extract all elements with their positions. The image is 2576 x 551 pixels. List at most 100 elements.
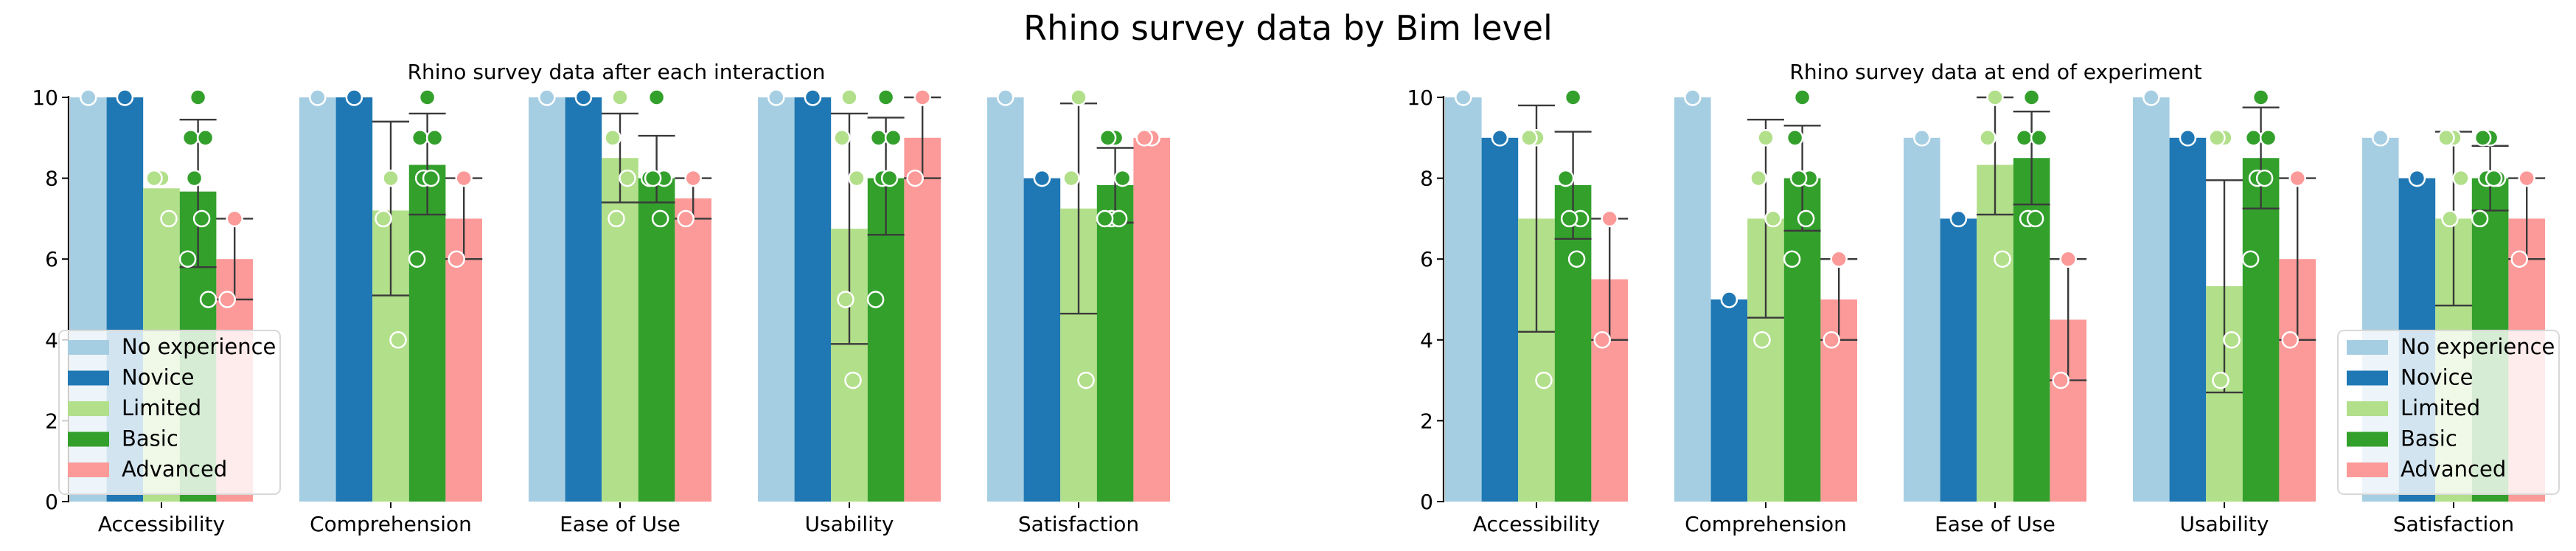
point-basic-satisfaction [1100,130,1115,145]
point-limited-comprehension [1751,170,1766,186]
point-limited-usability [849,170,865,186]
point-limited-ease-of-use [620,170,636,186]
point-no-experience-comprehension [310,90,325,105]
bar-basic-satisfaction [1097,185,1134,502]
point-basic-comprehension [412,130,428,145]
point-limited-usability [838,292,854,308]
x-tick-label-comprehension: Comprehension [1685,512,1847,536]
point-basic-ease-of-use [645,170,661,186]
legend-swatch-limited [68,401,109,416]
point-advanced-comprehension [449,252,464,267]
point-no-experience-satisfaction [2373,130,2388,145]
bar-novice-usability [2170,138,2207,502]
x-tick-label-accessibility: Accessibility [1473,512,1600,536]
point-advanced-ease-of-use [678,211,694,226]
point-advanced-comprehension [1831,252,1847,267]
y-tick-label: 0 [45,490,58,514]
panel-after-each-interaction: Rhino survey data after each interaction… [32,60,1170,536]
point-basic-usability [878,90,894,105]
point-basic-usability [2253,90,2269,105]
point-basic-satisfaction [1097,211,1113,226]
point-basic-ease-of-use [649,90,664,105]
point-limited-usability [2210,130,2225,145]
legend-swatch-basic [2347,432,2388,447]
legend-label-limited: Limited [2401,395,2480,420]
point-basic-usability [871,130,886,145]
point-basic-comprehension [420,90,435,105]
bar-novice-comprehension [1711,299,1748,502]
bar-no-experience-comprehension [299,97,336,502]
x-tick-label-usability: Usability [2180,512,2269,536]
y-tick-label: 4 [1420,328,1433,353]
point-advanced-satisfaction [2512,252,2527,267]
legend-swatch-advanced [68,462,109,477]
bar-no-experience-ease-of-use [1904,138,1940,502]
point-advanced-usability [908,170,923,186]
point-basic-accessibility [180,252,195,267]
point-limited-comprehension [383,170,399,186]
bar-basic-ease-of-use [2013,158,2050,502]
point-no-experience-satisfaction [998,90,1013,105]
point-novice-ease-of-use [1951,211,1966,226]
y-tick-label: 10 [1407,86,1433,110]
legend-swatch-no-experience [2347,340,2388,355]
point-limited-accessibility [147,170,162,186]
legend-label-basic: Basic [2401,426,2457,451]
point-limited-ease-of-use [1980,130,1996,145]
point-limited-ease-of-use [613,90,628,105]
point-basic-satisfaction [2486,170,2502,186]
legend-label-limited: Limited [122,395,201,420]
x-tick-label-satisfaction: Satisfaction [2393,512,2514,536]
point-advanced-satisfaction [1137,130,1152,145]
bar-basic-ease-of-use [638,179,675,502]
point-limited-usability [2224,332,2240,347]
bar-no-experience-accessibility [1445,97,1482,502]
point-basic-accessibility [187,170,202,186]
point-advanced-accessibility [220,292,235,308]
point-advanced-accessibility [1595,332,1610,347]
y-tick-label: 6 [1420,247,1433,271]
point-novice-satisfaction [2409,170,2425,186]
y-tick-label: 0 [1420,490,1433,514]
point-basic-accessibility [183,130,198,145]
point-advanced-comprehension [1824,332,1839,347]
point-limited-accessibility [1522,130,1537,145]
point-limited-ease-of-use [1988,90,2003,105]
point-basic-ease-of-use [2024,90,2039,105]
point-novice-accessibility [1492,130,1508,145]
point-limited-satisfaction [1064,170,1079,186]
point-basic-usability [2257,170,2272,186]
point-basic-comprehension [423,170,439,186]
point-limited-usability [846,372,861,388]
point-novice-comprehension [347,90,362,105]
point-basic-usability [868,292,883,308]
point-basic-usability [2243,252,2258,267]
y-tick-label: 8 [1420,167,1433,191]
bar-no-experience-ease-of-use [529,97,565,502]
x-tick-label-ease-of-use: Ease of Use [560,512,680,536]
point-advanced-usability [2283,332,2298,347]
point-limited-comprehension [1758,130,1774,145]
point-basic-accessibility [1562,211,1577,226]
legend-swatch-novice [68,371,109,386]
point-no-experience-usability [2143,90,2159,105]
legend-label-no-experience: No experience [2401,334,2555,359]
point-no-experience-accessibility [80,90,96,105]
legend-swatch-basic [68,432,109,447]
point-basic-satisfaction [2472,211,2488,226]
point-basic-comprehension [427,130,442,145]
point-limited-satisfaction [1071,90,1087,105]
point-novice-usability [805,90,821,105]
bar-no-experience-usability [758,97,795,502]
point-basic-accessibility [194,211,209,226]
point-limited-comprehension [391,332,406,347]
point-advanced-usability [915,90,930,105]
point-limited-comprehension [1755,332,1770,347]
point-no-experience-usability [768,90,784,105]
bar-novice-accessibility [1482,138,1519,502]
point-basic-ease-of-use [2016,130,2032,145]
bar-novice-satisfaction [1024,179,1061,502]
bar-novice-usability [795,97,832,502]
point-advanced-accessibility [1602,211,1618,226]
point-no-experience-ease-of-use [539,90,554,105]
